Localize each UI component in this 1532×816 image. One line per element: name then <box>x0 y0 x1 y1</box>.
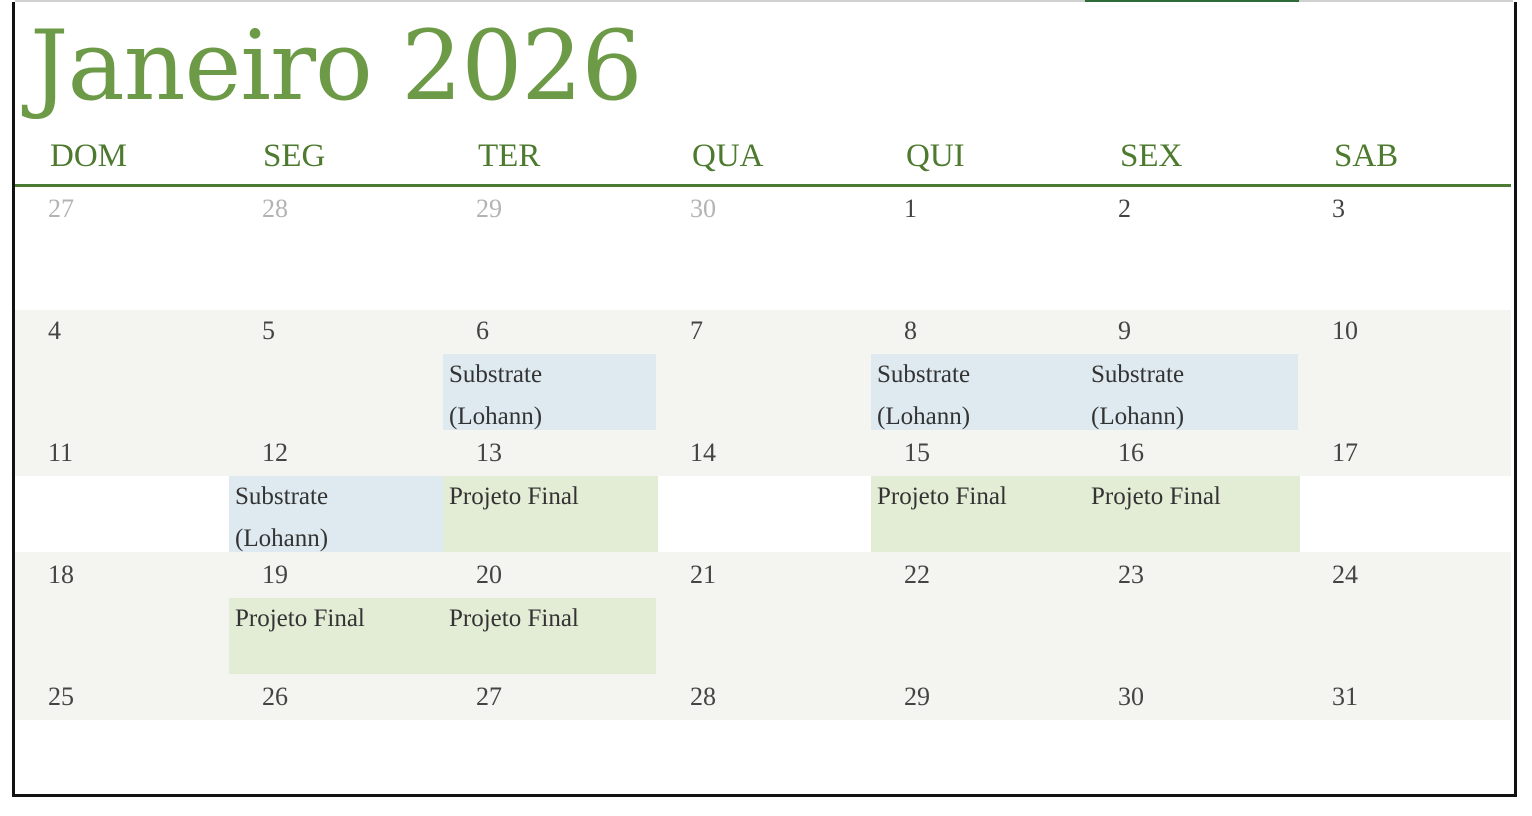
day-number[interactable]: 22 <box>904 560 930 589</box>
day-number[interactable]: 14 <box>690 438 716 467</box>
day-number[interactable]: 24 <box>1332 560 1358 589</box>
event-projeto-final[interactable]: Projeto Final <box>443 476 658 552</box>
day-number[interactable]: 29 <box>476 194 502 223</box>
day-number[interactable]: 30 <box>1118 682 1144 711</box>
tab-segment[interactable] <box>443 0 657 2</box>
tab-segment[interactable] <box>657 0 871 2</box>
event-substrate[interactable]: Substrate (Lohann) <box>1085 354 1298 430</box>
tab-segment[interactable] <box>229 0 443 2</box>
day-number[interactable]: 20 <box>476 560 502 589</box>
event-substrate[interactable]: Substrate (Lohann) <box>443 354 656 430</box>
tab-segment[interactable] <box>871 0 1085 2</box>
event-projeto-final[interactable]: Projeto Final <box>871 476 1085 552</box>
day-number[interactable]: 11 <box>48 438 74 467</box>
day-number[interactable]: 17 <box>1332 438 1358 467</box>
day-number[interactable]: 27 <box>48 194 74 223</box>
day-number[interactable]: 9 <box>1118 316 1131 345</box>
day-number[interactable]: 5 <box>262 316 275 345</box>
day-number[interactable]: 31 <box>1332 682 1358 711</box>
day-number[interactable]: 18 <box>48 560 74 589</box>
header-divider <box>15 184 1511 187</box>
day-number[interactable]: 2 <box>1118 194 1131 223</box>
event-projeto-final[interactable]: Projeto Final <box>1085 476 1300 552</box>
day-number[interactable]: 19 <box>262 560 288 589</box>
day-number[interactable]: 15 <box>904 438 930 467</box>
day-number[interactable]: 28 <box>690 682 716 711</box>
day-number[interactable]: 12 <box>262 438 288 467</box>
event-substrate[interactable]: Substrate (Lohann) <box>871 354 1085 430</box>
tab-segment[interactable] <box>15 0 229 2</box>
weekday-header-ter: TER <box>478 138 541 174</box>
day-number[interactable]: 21 <box>690 560 716 589</box>
weekday-header-seg: SEG <box>263 138 326 174</box>
day-number[interactable]: 29 <box>904 682 930 711</box>
day-number[interactable]: 26 <box>262 682 288 711</box>
day-number[interactable]: 3 <box>1332 194 1345 223</box>
day-number[interactable]: 6 <box>476 316 489 345</box>
day-number[interactable]: 28 <box>262 194 288 223</box>
weekday-header-sex: SEX <box>1120 138 1183 174</box>
day-number[interactable]: 10 <box>1332 316 1358 345</box>
day-number[interactable]: 23 <box>1118 560 1144 589</box>
week-row-band <box>15 672 1511 720</box>
weekday-header-sab: SAB <box>1334 138 1399 174</box>
event-projeto-final[interactable]: Projeto Final <box>229 598 443 674</box>
tab-segment[interactable] <box>1299 0 1513 2</box>
day-number[interactable]: 13 <box>476 438 502 467</box>
day-number[interactable]: 8 <box>904 316 917 345</box>
weekday-header-qui: QUI <box>906 138 965 174</box>
weekday-header-qua: QUA <box>692 138 764 174</box>
day-number[interactable]: 1 <box>904 194 917 223</box>
day-number[interactable]: 30 <box>690 194 716 223</box>
day-number[interactable]: 4 <box>48 316 61 345</box>
calendar-title: Janeiro 2026 <box>30 10 643 122</box>
day-number[interactable]: 25 <box>48 682 74 711</box>
event-projeto-final[interactable]: Projeto Final <box>443 598 656 674</box>
day-number[interactable]: 16 <box>1118 438 1144 467</box>
week-row-band <box>15 310 1511 354</box>
week-row-band <box>15 430 1511 476</box>
day-number[interactable]: 27 <box>476 682 502 711</box>
weekday-header-dom: DOM <box>50 138 128 174</box>
day-number[interactable]: 7 <box>690 316 703 345</box>
event-substrate[interactable]: Substrate (Lohann) <box>229 476 443 552</box>
